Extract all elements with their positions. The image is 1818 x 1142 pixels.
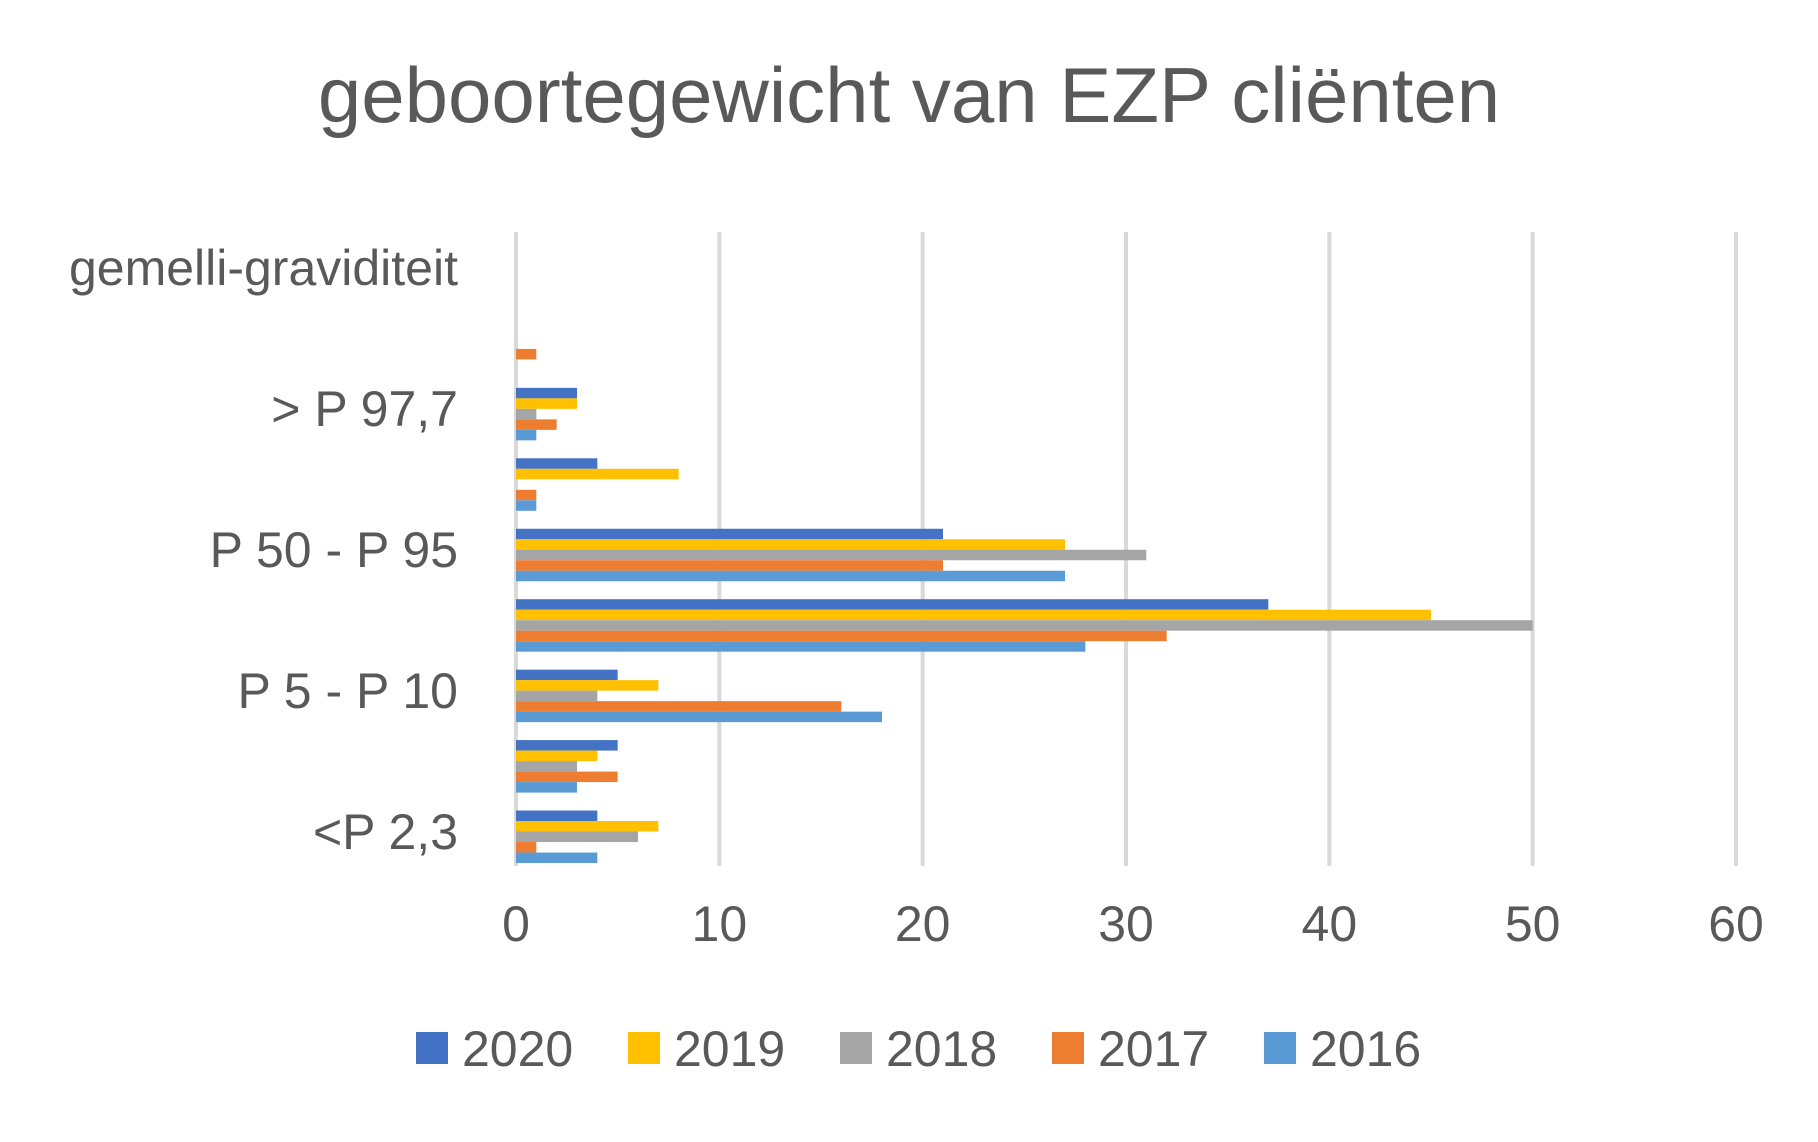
bar-2019-cat-2 xyxy=(516,680,659,691)
bar-2017-cat-4 xyxy=(516,560,943,571)
bar-2019-cat-1 xyxy=(516,750,598,762)
category-labels: <P 2,3 P 5 - P 10 P 50 - P 95 > P 97,7 gemel… xyxy=(69,240,458,860)
bar-2019-cat-6 xyxy=(516,398,577,409)
legend-swatch-2016 xyxy=(1264,1032,1296,1064)
bar-2020-cat-5 xyxy=(516,458,598,469)
bar-2017-cat-5 xyxy=(516,489,537,501)
bar-2016-cat-1 xyxy=(516,782,577,793)
legend-swatch-2020 xyxy=(416,1032,448,1064)
bar-2018-cat-0 xyxy=(516,831,638,843)
bar-2016-cat-0 xyxy=(516,852,598,864)
bar-2019-cat-0 xyxy=(516,821,659,832)
category-label-2: P 5 - P 10 xyxy=(237,663,458,719)
legend-label-2020: 2020 xyxy=(462,1021,573,1077)
bar-2018-cat-1 xyxy=(516,761,577,772)
category-label-0: <P 2,3 xyxy=(313,804,458,860)
bar-2020-cat-2 xyxy=(516,669,618,681)
x-tick-label-30: 30 xyxy=(1098,896,1154,952)
bar-2017-cat-6 xyxy=(516,419,557,430)
x-tick-label-60: 60 xyxy=(1708,896,1764,952)
legend-label-2016: 2016 xyxy=(1310,1021,1421,1077)
x-axis-tick-labels: 0 10 20 30 40 50 60 xyxy=(502,896,1764,952)
bars xyxy=(516,348,1533,864)
bar-2017-cat-0 xyxy=(516,842,537,853)
bar-2017-cat-3 xyxy=(516,630,1167,642)
bar-2018-cat-2 xyxy=(516,690,598,702)
x-tick-label-40: 40 xyxy=(1302,896,1358,952)
bar-2018-cat-6 xyxy=(516,408,537,420)
bar-2020-cat-6 xyxy=(516,387,577,399)
bar-2019-cat-5 xyxy=(516,468,679,480)
bar-2016-cat-4 xyxy=(516,570,1065,582)
bar-2016-cat-6 xyxy=(516,429,537,441)
bar-2017-cat-2 xyxy=(516,701,842,712)
chart-title: geboortegewicht van EZP cliënten xyxy=(318,51,1500,139)
legend-label-2019: 2019 xyxy=(674,1021,785,1077)
category-label-6: > P 97,7 xyxy=(271,381,458,437)
legend-swatch-2018 xyxy=(840,1032,872,1064)
category-label-8: gemelli-graviditeit xyxy=(69,240,458,296)
legend-swatch-2017 xyxy=(1052,1032,1084,1064)
bar-2017-cat-1 xyxy=(516,771,618,783)
x-tick-label-20: 20 xyxy=(895,896,951,952)
bar-2017-cat-7 xyxy=(516,348,537,360)
bar-2016-cat-3 xyxy=(516,641,1086,652)
x-tick-label-10: 10 xyxy=(692,896,748,952)
bar-2020-cat-3 xyxy=(516,599,1269,610)
bar-2016-cat-5 xyxy=(516,500,537,511)
bar-2018-cat-4 xyxy=(516,549,1147,561)
x-tick-label-50: 50 xyxy=(1505,896,1561,952)
bar-2016-cat-2 xyxy=(516,711,882,723)
bar-2019-cat-4 xyxy=(516,539,1065,550)
category-label-4: P 50 - P 95 xyxy=(210,522,458,578)
legend-label-2018: 2018 xyxy=(886,1021,997,1077)
bar-2020-cat-1 xyxy=(516,740,618,751)
bar-2020-cat-4 xyxy=(516,528,943,540)
legend: 2020 2019 2018 2017 2016 xyxy=(416,1021,1421,1077)
x-tick-label-0: 0 xyxy=(502,896,530,952)
legend-label-2017: 2017 xyxy=(1098,1021,1209,1077)
legend-swatch-2019 xyxy=(628,1032,660,1064)
bar-2018-cat-3 xyxy=(516,620,1533,631)
bar-2019-cat-3 xyxy=(516,609,1431,621)
bar-2020-cat-0 xyxy=(516,810,598,822)
